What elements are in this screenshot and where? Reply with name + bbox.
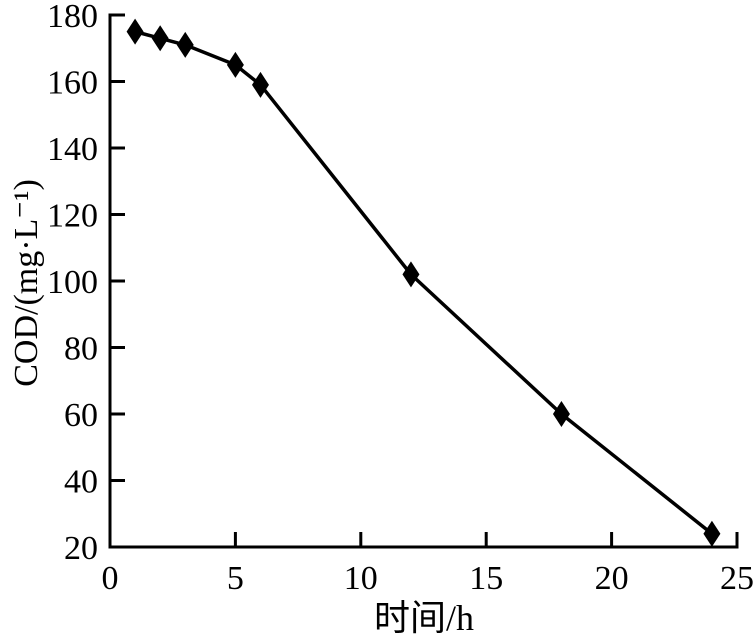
x-tick-label: 15 <box>469 560 503 597</box>
y-tick-label: 100 <box>47 264 98 301</box>
y-tick-label: 120 <box>47 197 98 234</box>
data-line <box>133 29 714 536</box>
data-point <box>226 51 244 78</box>
y-tick-label: 60 <box>64 397 98 434</box>
y-tick-label: 160 <box>47 64 98 101</box>
y-tick-label: 20 <box>64 530 98 567</box>
x-tick-label: 0 <box>102 560 119 597</box>
data-point <box>126 18 144 45</box>
y-tick-label: 140 <box>47 131 98 168</box>
data-point <box>552 401 570 427</box>
data-point <box>176 31 194 58</box>
x-axis-title: 时间/h <box>373 598 475 638</box>
y-tick-label: 40 <box>64 463 98 500</box>
data-point <box>703 520 721 547</box>
x-tick-label: 5 <box>227 560 244 597</box>
data-point <box>251 71 269 98</box>
data-point <box>402 261 420 288</box>
x-tick-label: 25 <box>720 560 753 597</box>
y-tick-label: 80 <box>64 330 98 367</box>
data-point <box>151 25 169 52</box>
axis-lines <box>108 13 739 549</box>
x-tick-label: 20 <box>595 560 629 597</box>
x-tick-label: 10 <box>344 560 378 597</box>
y-axis-title: COD/(mg·L⁻¹) <box>8 179 45 387</box>
y-tick-label: 180 <box>47 0 98 35</box>
